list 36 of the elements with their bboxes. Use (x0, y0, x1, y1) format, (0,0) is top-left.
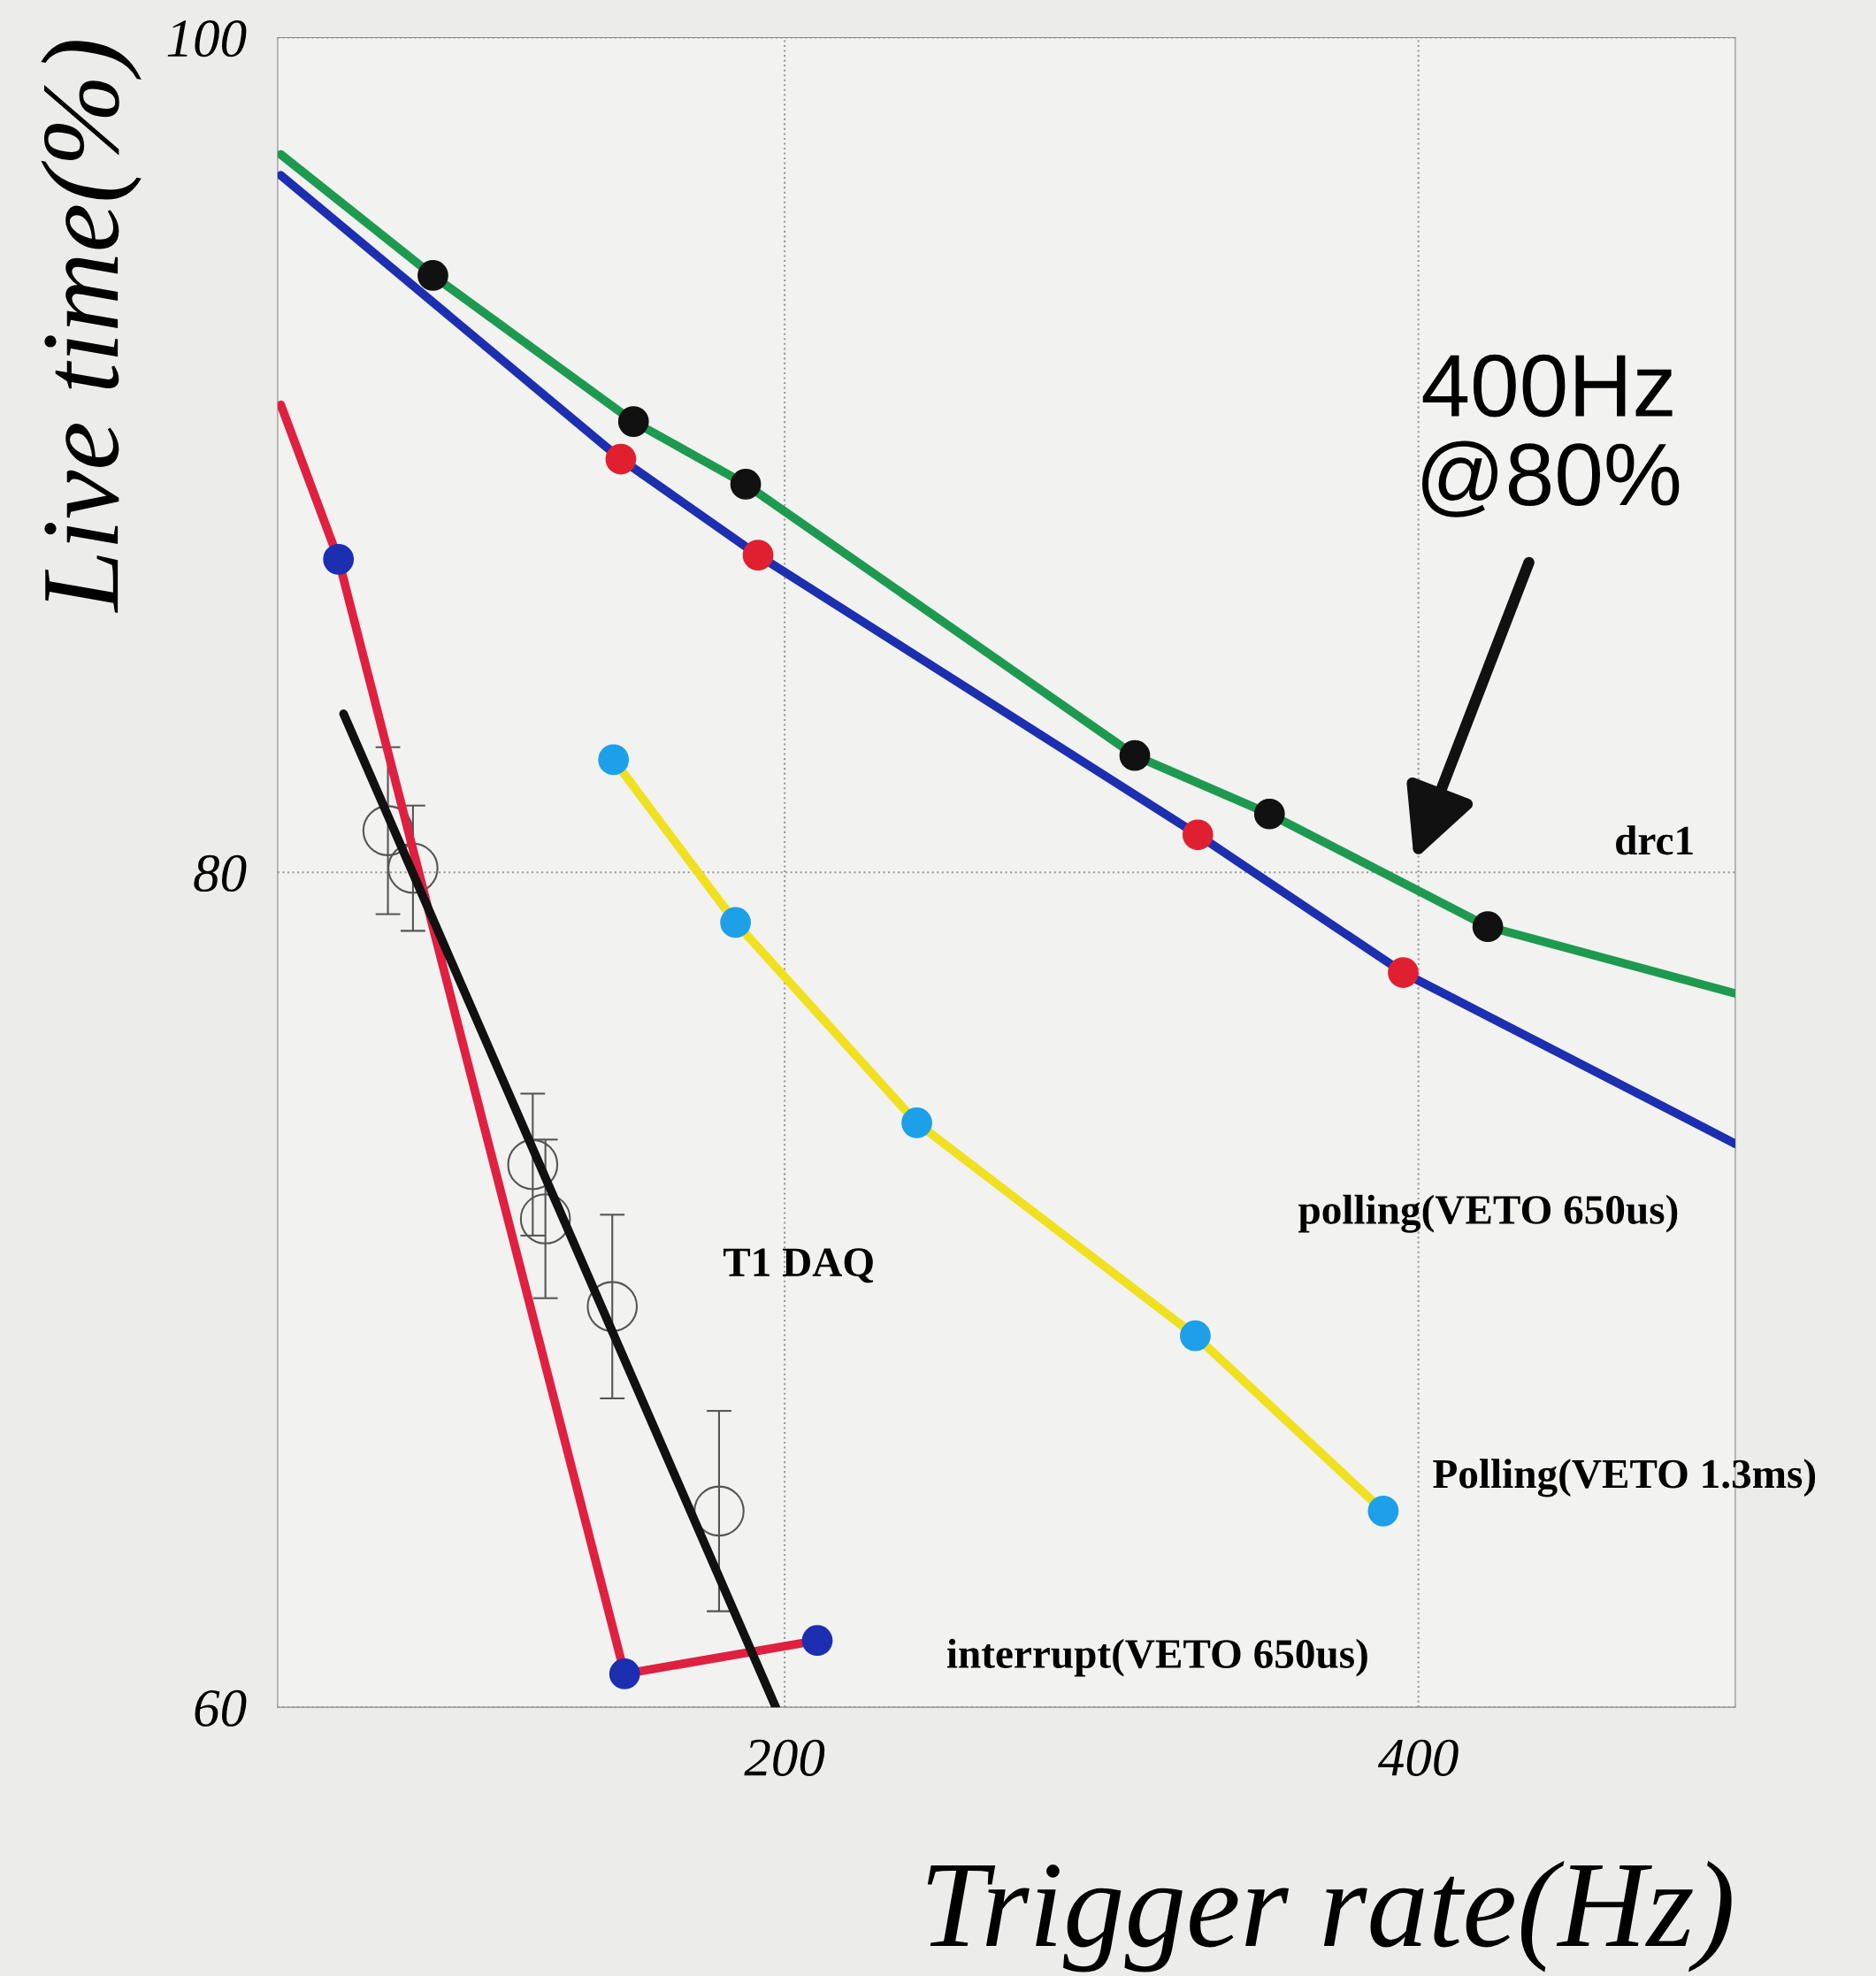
y-tick-label: 80 (194, 854, 247, 892)
point (605, 443, 637, 475)
text: interrupt(VETO 650us) (946, 1638, 1367, 1677)
point (1253, 798, 1285, 830)
annotation: 400Hz @80% (1422, 354, 1680, 517)
text: T1 DAQ (723, 1248, 874, 1283)
point (519, 1193, 571, 1245)
point (598, 744, 630, 776)
point (609, 1658, 640, 1689)
point (417, 260, 448, 291)
x-tick-label: 200 (744, 1739, 825, 1776)
point (801, 1625, 833, 1657)
point (730, 469, 762, 500)
point (507, 1138, 559, 1191)
text: drc1 (1616, 825, 1693, 855)
series-label: Polling(VETO 1.3ms) (1433, 1459, 1816, 1497)
point (323, 543, 355, 575)
point (1182, 819, 1214, 851)
point (1119, 739, 1151, 771)
x-axis-title: Trigger rate(Hz) (927, 1860, 1732, 1972)
y-tick-label: 60 (195, 1689, 247, 1727)
point (1472, 911, 1504, 943)
point (617, 406, 649, 437)
y-axis-title: Live time(%) (41, 41, 142, 613)
point (1367, 1495, 1399, 1527)
point (693, 1485, 745, 1537)
point (1388, 957, 1419, 988)
point (720, 907, 751, 938)
series-label: polling(VETO 650us) (1298, 1194, 1678, 1233)
point (387, 842, 439, 894)
x-tick-label: 400 (1377, 1739, 1459, 1776)
point (586, 1281, 639, 1332)
point (901, 1107, 932, 1138)
point (1180, 1320, 1211, 1352)
point (742, 540, 774, 571)
y-tick-label: 100 (167, 20, 247, 57)
